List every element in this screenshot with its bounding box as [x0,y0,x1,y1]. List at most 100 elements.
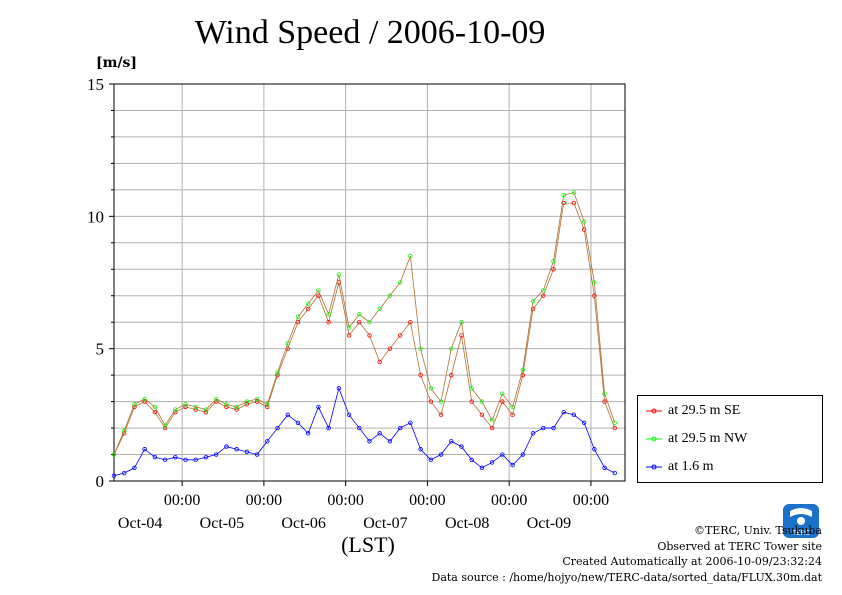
data-point-2 [357,425,362,431]
data-point-2 [561,409,566,415]
data-point-1 [459,320,464,325]
x-tick-time-label: 00:00 [409,492,445,509]
data-point-1 [377,306,382,312]
chart-title: Wind Speed / 2006-10-09 [194,14,546,51]
y-tick-label: 5 [96,340,105,359]
data-point-0 [254,399,260,404]
data-point-0 [377,359,382,365]
data-point-2 [244,449,250,455]
data-point-2 [571,412,577,418]
data-point-2 [254,452,260,457]
data-point-0 [387,346,393,351]
x-tick-date-label: Oct-09 [527,515,571,532]
data-point-0 [316,293,321,298]
data-point-2 [551,425,556,431]
data-point-0 [397,333,403,338]
data-point-1 [479,399,485,404]
y-tick-label: 10 [87,207,104,226]
data-point-2 [479,465,485,470]
data-point-1 [510,404,515,410]
data-point-2 [193,457,198,463]
data-point-2 [224,444,229,449]
data-point-2 [592,447,597,452]
data-point-0 [326,320,331,325]
data-point-2 [510,462,515,468]
data-point-1 [336,272,342,277]
data-point-1 [326,312,331,317]
data-point-0 [162,425,168,431]
data-point-0 [408,320,413,325]
x-tick-time-label: 00:00 [327,492,363,509]
legend-label-se: at 29.5 m SE [668,403,741,418]
legend-marker-nw [646,436,662,442]
terc-logo-icon: TERC [783,504,819,538]
data-point-2 [449,439,454,444]
data-point-2 [285,412,290,418]
data-point-2 [418,447,423,452]
x-tick-date-label: Oct-06 [281,515,325,532]
data-point-1 [122,428,127,433]
data-point-2 [183,457,188,463]
data-point-0 [428,399,434,404]
data-point-2 [387,439,393,444]
data-point-1 [408,253,413,259]
data-point-2 [213,452,219,457]
data-point-2 [203,454,209,460]
data-point-0 [152,409,158,415]
data-point-0 [213,399,219,404]
legend-marker-low [646,464,662,470]
data-point-1 [244,399,250,404]
data-point-0 [571,200,577,206]
legend: at 29.5 m SE at 29.5 m NW at 1.6 m [637,395,823,483]
data-point-1 [285,341,290,346]
data-point-1 [489,417,495,423]
x-tick-date-label: Oct-04 [118,515,162,532]
data-point-1 [367,320,372,325]
data-point-1 [530,298,536,304]
series-line-0 [113,202,616,455]
footer-observed: Observed at TERC Tower site [657,539,822,553]
data-point-1 [224,402,229,407]
data-point-0 [479,412,485,418]
data-point-2 [326,425,331,431]
data-point-0 [581,227,587,232]
data-point-0 [561,200,566,206]
data-point-0 [142,399,147,404]
x-tick-time-label: 00:00 [573,492,609,509]
data-point-0 [449,372,454,378]
data-point-1 [438,399,444,404]
data-point-0 [203,409,209,415]
data-point-0 [346,333,352,338]
data-point-2 [173,454,178,460]
data-point-2 [489,460,495,465]
data-point-0 [438,412,444,418]
y-tick-label: 0 [96,472,105,491]
data-point-2 [367,439,372,444]
data-point-2 [152,454,158,460]
legend-label-nw: at 29.5 m NW [668,431,748,446]
data-point-1 [346,325,352,330]
data-point-2 [581,420,587,425]
footer-source: Data source : /home/hojyo/new/TERC-data/… [431,570,823,584]
data-point-0 [183,404,188,410]
data-point-2 [520,452,525,457]
data-point-0 [602,399,607,404]
data-point-0 [193,407,198,412]
series-line-1 [113,192,616,455]
data-point-2 [612,470,617,476]
data-point-2 [316,404,321,410]
data-point-1 [213,396,219,402]
data-point-2 [305,431,311,436]
x-tick-date-label: Oct-07 [363,515,407,532]
data-point-1 [193,404,198,410]
data-point-1 [152,404,158,410]
legend-entry-nw: at 29.5 m NW [646,428,747,450]
legend-label-low: at 1.6 m [668,459,714,474]
data-point-0 [612,425,617,431]
data-point-2 [530,431,536,436]
data-point-1 [162,423,168,428]
x-axis-label: (LST) [341,532,395,557]
x-tick-time-label: 00:00 [164,492,200,509]
data-point-1 [295,314,301,320]
